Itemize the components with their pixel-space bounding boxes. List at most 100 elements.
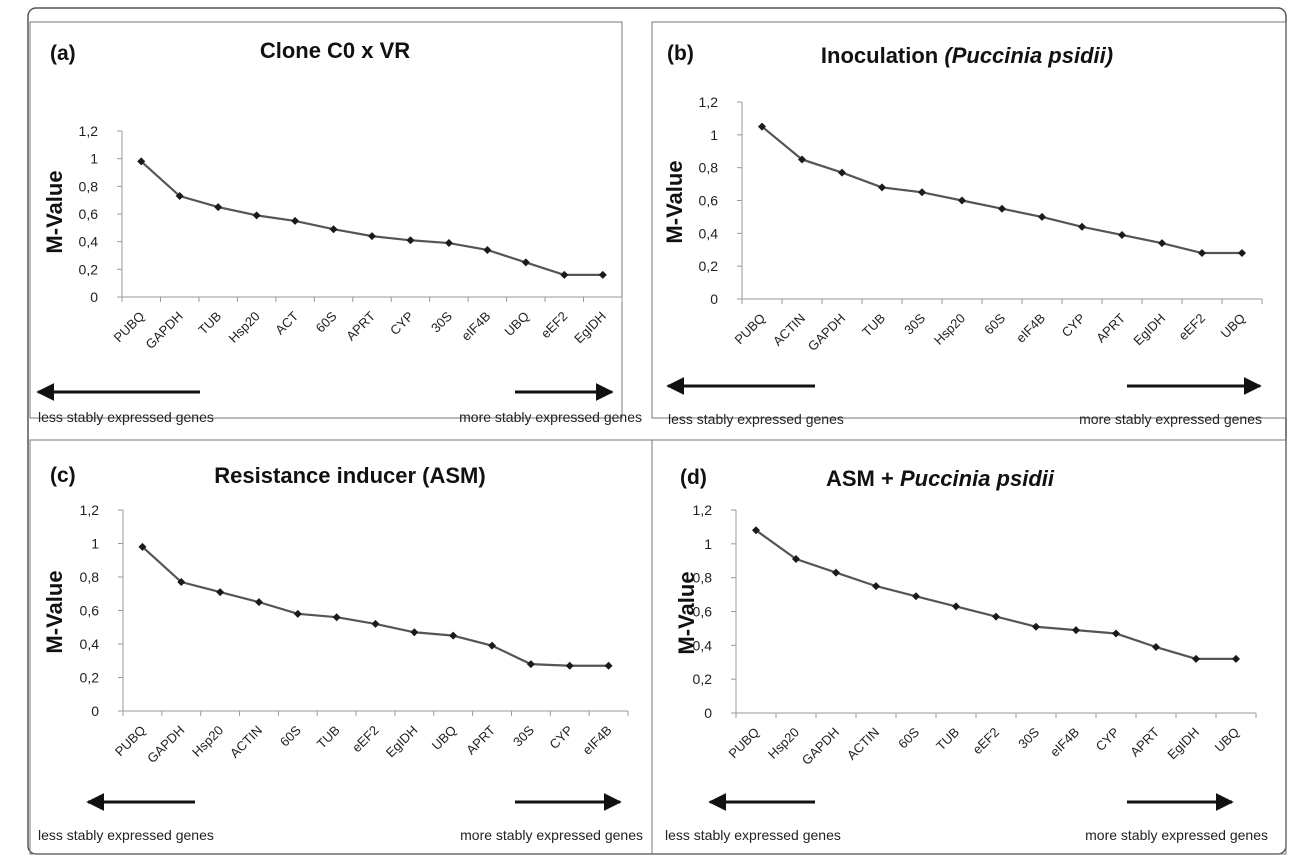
y-tick-label: 0,8 bbox=[79, 178, 99, 194]
x-category-label: EgIDH bbox=[1164, 725, 1202, 763]
data-point bbox=[449, 631, 458, 640]
y-tick-label: 1 bbox=[90, 151, 98, 167]
data-point bbox=[444, 239, 453, 248]
x-category-label: eEF2 bbox=[1176, 311, 1209, 344]
x-category-label: PUBQ bbox=[111, 309, 148, 346]
data-point bbox=[526, 660, 535, 669]
data-point bbox=[1072, 626, 1080, 635]
panel-letter: (d) bbox=[680, 466, 707, 489]
x-category-label: EgIDH bbox=[571, 309, 609, 347]
x-category-label: eIF4B bbox=[1013, 311, 1048, 346]
data-point bbox=[138, 542, 147, 551]
x-category-label: APRT bbox=[343, 308, 378, 343]
y-axis-label: M-Value bbox=[674, 571, 699, 654]
y-axis-label: M-Value bbox=[662, 160, 687, 243]
y-tick-label: 0,2 bbox=[693, 671, 713, 687]
data-point bbox=[483, 245, 492, 254]
y-tick-label: 0,6 bbox=[699, 193, 719, 209]
x-category-label: ACTIN bbox=[227, 723, 265, 761]
data-point bbox=[1232, 654, 1240, 663]
y-tick-label: 1,2 bbox=[699, 94, 719, 110]
x-category-label: eIF4B bbox=[1047, 725, 1082, 760]
data-point bbox=[878, 183, 886, 192]
x-category-label: TUB bbox=[195, 309, 224, 338]
x-category-label: PUBQ bbox=[112, 723, 149, 760]
series-line bbox=[761, 125, 1242, 255]
data-point bbox=[918, 188, 926, 197]
x-category-label: APRT bbox=[1127, 724, 1162, 759]
x-category-label: 60S bbox=[981, 310, 1008, 337]
series-line bbox=[141, 546, 609, 667]
x-category-label: TUB bbox=[859, 311, 888, 340]
data-point bbox=[406, 236, 415, 245]
x-category-label: PUBQ bbox=[725, 725, 762, 762]
y-tick-label: 0,6 bbox=[79, 206, 99, 222]
y-tick-label: 1 bbox=[91, 536, 99, 552]
data-point bbox=[1038, 212, 1046, 221]
y-tick-label: 0,8 bbox=[693, 570, 713, 586]
y-tick-label: 0,8 bbox=[699, 160, 719, 176]
y-tick-label: 1,2 bbox=[693, 502, 713, 518]
x-category-label: 30S bbox=[428, 308, 455, 335]
x-category-label: Hsp20 bbox=[931, 311, 968, 348]
y-axis-label: M-Value bbox=[42, 170, 67, 253]
data-point bbox=[992, 612, 1000, 621]
x-category-label: APRT bbox=[463, 722, 498, 757]
data-point bbox=[798, 155, 806, 164]
x-category-label: UBQ bbox=[501, 309, 532, 340]
data-point bbox=[332, 613, 341, 622]
x-category-label: CYP bbox=[387, 309, 417, 339]
y-tick-label: 0,2 bbox=[80, 670, 100, 686]
x-category-label: GAPDH bbox=[144, 723, 187, 766]
x-category-label: 60S bbox=[277, 722, 304, 749]
data-point bbox=[560, 270, 569, 279]
data-point bbox=[958, 196, 966, 205]
data-point bbox=[371, 619, 380, 628]
y-tick-label: 0,4 bbox=[693, 637, 713, 653]
y-tick-label: 0,4 bbox=[80, 636, 100, 652]
x-category-label: eIF4B bbox=[458, 309, 493, 344]
x-category-label: CYP bbox=[1093, 725, 1123, 755]
x-category-label: CYP bbox=[1059, 311, 1089, 341]
y-tick-label: 0,2 bbox=[79, 261, 99, 277]
panel-letter: (c) bbox=[50, 464, 76, 487]
panel-frame bbox=[29, 21, 623, 419]
y-tick-label: 1 bbox=[710, 127, 718, 143]
y-tick-label: 0 bbox=[710, 291, 718, 307]
data-point bbox=[758, 122, 766, 131]
x-category-label: EgIDH bbox=[383, 723, 421, 761]
data-point bbox=[254, 598, 263, 607]
data-point bbox=[598, 270, 607, 279]
data-point bbox=[293, 609, 302, 618]
data-point bbox=[137, 157, 146, 166]
panel-letter: (b) bbox=[667, 42, 694, 65]
data-point bbox=[216, 588, 225, 597]
less-stable-note: less stably expressed genes bbox=[38, 827, 214, 843]
chart-title-main: Resistance inducer (ASM) bbox=[214, 463, 485, 488]
chart-title: Inoculation (Puccinia psidii) bbox=[821, 43, 1113, 68]
data-point bbox=[1158, 239, 1166, 248]
more-stable-note: more stably expressed genes bbox=[459, 409, 642, 425]
y-tick-label: 1,2 bbox=[80, 502, 100, 518]
chart-title: Resistance inducer (ASM) bbox=[214, 463, 485, 488]
data-point bbox=[1238, 249, 1246, 258]
x-category-label: Hsp20 bbox=[189, 723, 226, 760]
y-tick-label: 0,4 bbox=[699, 225, 719, 241]
data-point bbox=[1192, 654, 1200, 663]
y-tick-label: 0 bbox=[91, 703, 99, 719]
data-point bbox=[872, 582, 880, 591]
chart-title-main: ASM + bbox=[826, 466, 900, 491]
x-category-label: Hsp20 bbox=[765, 725, 802, 762]
data-point bbox=[521, 258, 530, 267]
panel-letter: (a) bbox=[50, 42, 76, 65]
data-point bbox=[410, 628, 419, 637]
less-stable-note: less stably expressed genes bbox=[668, 411, 844, 427]
x-category-label: eIF4B bbox=[580, 723, 615, 758]
data-point bbox=[604, 661, 613, 670]
data-point bbox=[1112, 629, 1120, 638]
x-category-label: Hsp20 bbox=[226, 309, 263, 346]
panel-frame bbox=[651, 21, 1287, 419]
x-category-label: CYP bbox=[546, 723, 576, 753]
